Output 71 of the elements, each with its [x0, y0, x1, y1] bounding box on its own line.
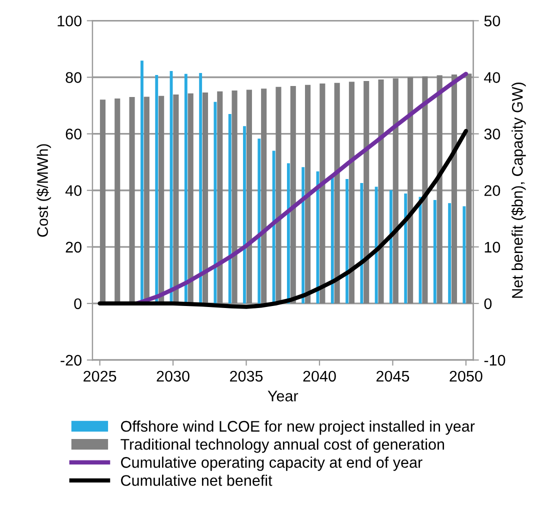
y-tick-label: 40: [65, 185, 82, 196]
bar: [302, 167, 305, 304]
x-tick-label: 2050: [450, 370, 482, 382]
bar: [155, 75, 158, 304]
legend-label: Traditional technology annual cost of generation: [120, 438, 444, 453]
bar: [466, 74, 472, 304]
y-tick-label: 60: [66, 128, 82, 140]
bar: [261, 88, 267, 304]
x-tick-label: 2040: [303, 370, 336, 382]
bar: [246, 90, 252, 304]
x-tick-label: 2045: [376, 370, 410, 382]
bar: [188, 93, 194, 304]
bar: [451, 74, 458, 304]
bar: [436, 75, 442, 304]
bar: [408, 77, 414, 304]
bar: [232, 90, 238, 304]
bar: [330, 175, 334, 304]
bar: [433, 200, 436, 304]
bar: [422, 76, 428, 304]
bar: [392, 78, 398, 304]
bar: [334, 82, 340, 304]
bar: [217, 91, 223, 304]
bar: [199, 73, 202, 304]
y2-axis-title: Net benefit ($bn), Capacity GW): [511, 82, 526, 298]
bar: [114, 98, 120, 304]
y-axis-title: Cost ($/MWh): [36, 144, 52, 237]
y2-tick-label: 10: [484, 242, 500, 253]
bar: [320, 83, 326, 304]
bar: [202, 92, 208, 304]
bar: [448, 203, 452, 304]
bar: [304, 84, 311, 304]
bar: [100, 100, 106, 304]
x-axis-title: Year: [268, 390, 298, 402]
y2-tick-label: 0: [484, 298, 492, 310]
y-tick-label: 100: [58, 16, 82, 26]
x-tick-label: 2030: [156, 370, 190, 382]
legend-label: Offshore wind LCOE for new project installed in year: [121, 420, 475, 435]
legend-label: Cumulative operating capacity at end of year: [121, 456, 422, 471]
bar: [364, 80, 370, 304]
bar: [378, 80, 384, 304]
bar: [348, 82, 354, 304]
y-tick-label: 0: [74, 298, 82, 310]
bar: [272, 150, 276, 304]
y-tick-label: 80: [66, 72, 82, 83]
bar: [158, 96, 164, 304]
bar: [243, 126, 246, 304]
bar: [228, 114, 232, 304]
bar: [184, 74, 188, 304]
bar: [173, 94, 179, 304]
y2-tick-label: 20: [484, 185, 500, 196]
x-tick-label: 2035: [230, 370, 263, 382]
bar: [286, 163, 290, 304]
bar: [276, 86, 282, 304]
y2-tick-label: 30: [484, 128, 500, 140]
bar: [258, 138, 261, 304]
y-tick-label: -20: [60, 354, 82, 366]
bar: [290, 86, 296, 304]
legend-label: Cumulative net benefit: [121, 474, 272, 486]
bar: [404, 193, 408, 304]
x-tick-label: 2025: [84, 370, 116, 382]
y2-tick-label: -10: [484, 354, 506, 366]
y-tick-label: 20: [66, 242, 82, 253]
bar: [360, 183, 364, 304]
line-series: [98, 128, 468, 309]
y2-tick-label: 40: [484, 72, 500, 83]
y2-tick-label: 50: [484, 16, 500, 26]
bar: [374, 186, 378, 304]
bar: [346, 179, 348, 304]
bar: [129, 97, 135, 304]
bar: [462, 206, 466, 304]
bar: [390, 190, 392, 304]
